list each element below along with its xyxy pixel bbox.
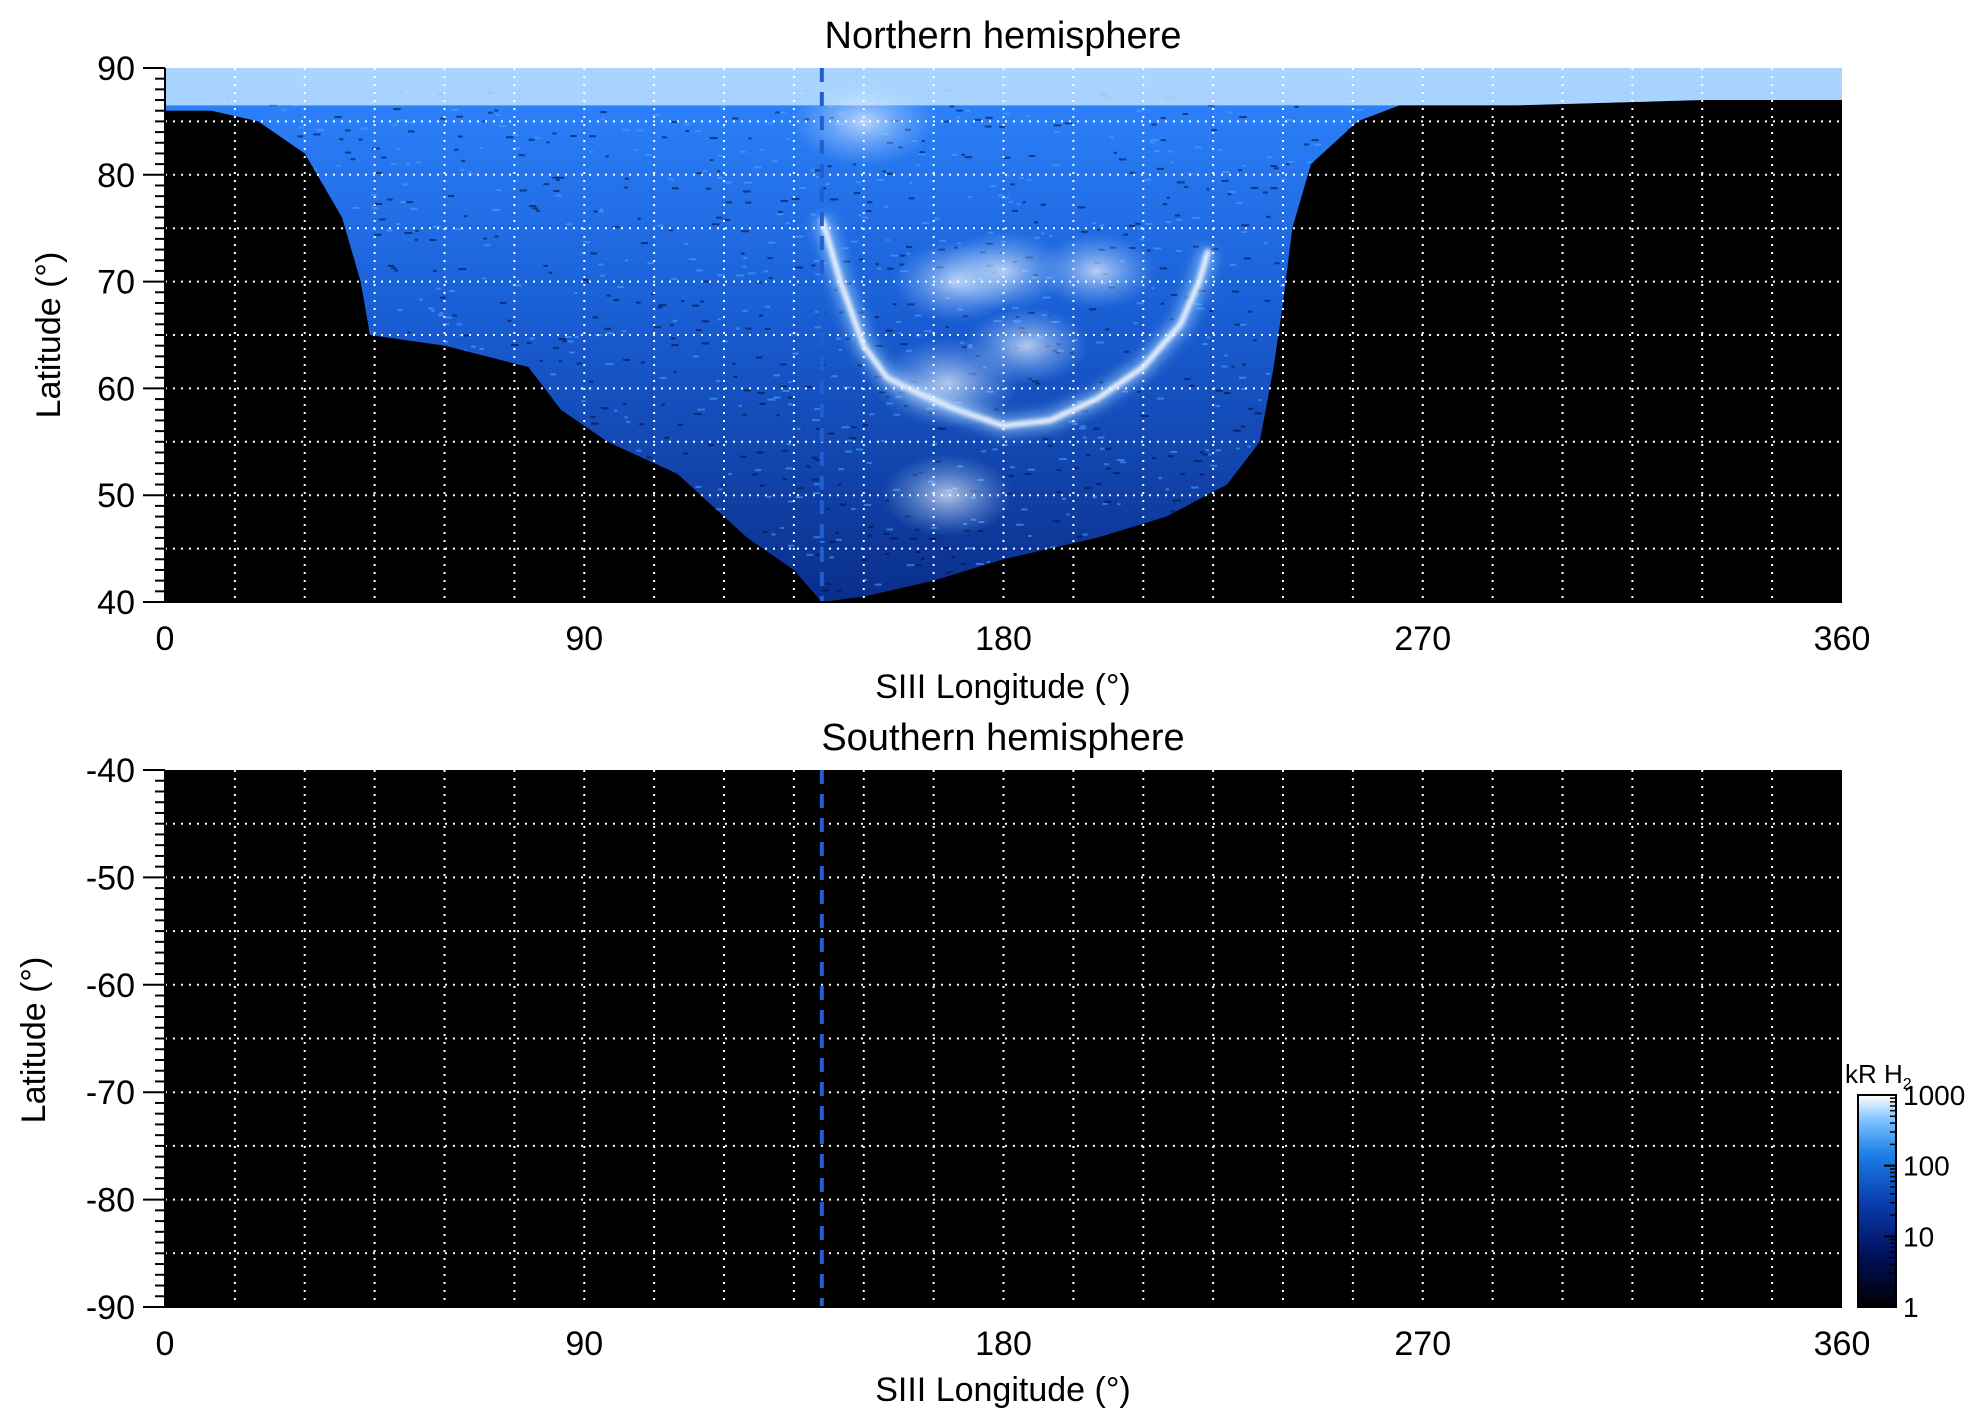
colorbar: kR H2 1 10 100 1000 [1845, 1059, 1965, 1323]
colorbar-tick-label: 1000 [1903, 1080, 1965, 1111]
x-tick-label: 270 [1394, 1325, 1451, 1363]
y-tick-label: -70 [86, 1074, 135, 1112]
south-title: Southern hemisphere [821, 717, 1184, 759]
y-tick-label: 90 [97, 50, 135, 88]
north-y-axis-label: Latitude (°) [30, 252, 68, 419]
x-tick-label: 0 [156, 620, 175, 658]
polar-bright-band [165, 68, 1842, 106]
x-tick-label: 180 [975, 1325, 1032, 1363]
emission-feature-5 [881, 453, 1014, 537]
south-x-axis-label: SIII Longitude (°) [875, 1371, 1131, 1409]
north-x-axis-label: SIII Longitude (°) [875, 668, 1131, 706]
south-axes: -40 -50 -60 -70 -80 -90 0 90 180 270 360 [86, 752, 1871, 1363]
y-tick-label: -50 [86, 859, 135, 897]
y-tick-label: 60 [97, 370, 135, 408]
x-tick-label: 0 [156, 1325, 175, 1363]
north-axes: 40 50 60 70 80 90 0 90 180 270 360 [97, 50, 1870, 658]
y-tick-label: 80 [97, 157, 135, 195]
y-tick-label: 40 [97, 584, 135, 622]
x-tick-label: 360 [1814, 1325, 1871, 1363]
south-grid [165, 770, 1842, 1307]
x-tick-label: 90 [565, 1325, 603, 1363]
north-panel: Northern hemisphere 40 50 60 70 80 90 0 90 180 27… [30, 15, 1870, 706]
north-grid [165, 68, 1842, 602]
y-tick-label: 50 [97, 477, 135, 515]
y-tick-label: 70 [97, 264, 135, 302]
y-tick-label: -90 [86, 1289, 135, 1327]
colorbar-tick-label: 10 [1903, 1221, 1934, 1252]
colorbar-title: kR H2 [1845, 1059, 1912, 1093]
colorbar-gradient [1857, 1094, 1897, 1308]
emission-feature-6 [791, 75, 937, 167]
y-tick-label: -60 [86, 967, 135, 1005]
north-title: Northern hemisphere [825, 15, 1182, 57]
y-tick-label: -80 [86, 1182, 135, 1220]
south-panel: Southern hemisphere -40 -50 -60 -70 -80 -90 0 9… [15, 717, 1870, 1409]
colorbar-ticks: 1 10 100 1000 [1884, 1080, 1965, 1323]
y-tick-label: -40 [86, 752, 135, 790]
colorbar-tick-label: 100 [1903, 1151, 1950, 1182]
x-tick-label: 270 [1394, 620, 1451, 658]
x-tick-label: 180 [975, 620, 1032, 658]
x-tick-label: 360 [1814, 620, 1871, 658]
emission-feature-3 [1036, 233, 1157, 309]
x-tick-label: 90 [565, 620, 603, 658]
colorbar-tick-label: 1 [1903, 1292, 1919, 1323]
emission-feature-4 [964, 306, 1089, 385]
emission-feature-2 [892, 241, 1022, 323]
main-oval [819, 216, 1211, 429]
south-y-axis-label: Latitude (°) [15, 957, 53, 1124]
